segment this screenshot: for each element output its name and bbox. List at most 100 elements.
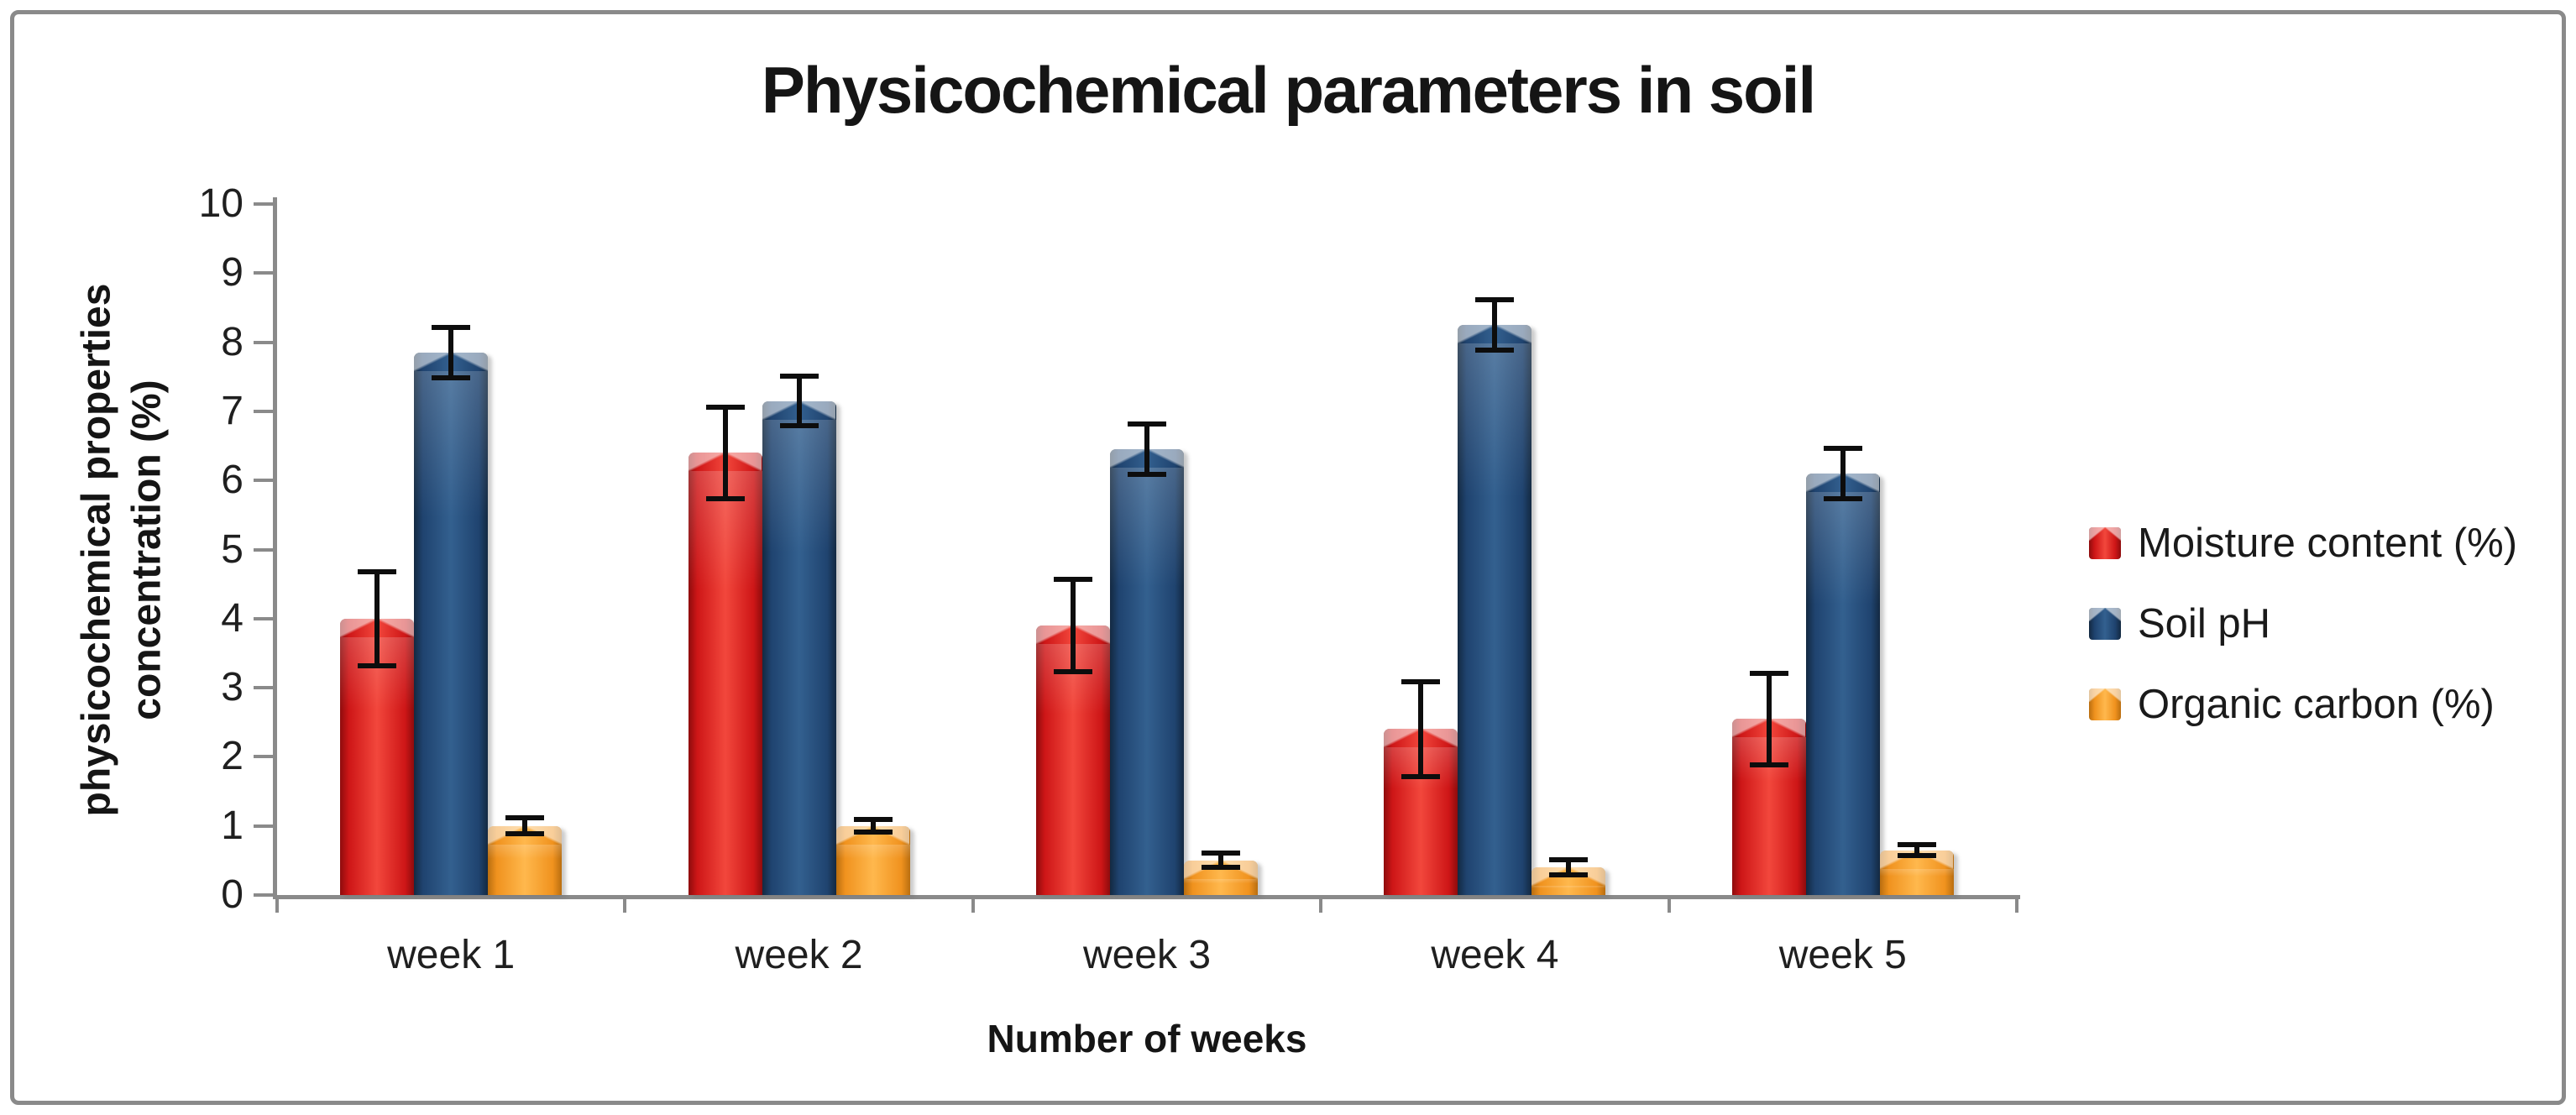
error-bar-cap-top [358, 568, 397, 574]
error-bar-cap-bottom [505, 831, 545, 837]
bar-group-week-4 [1321, 204, 1668, 895]
error-bar-cap-bottom [779, 423, 819, 429]
error-bar [505, 815, 545, 837]
error-bar-stem [448, 325, 454, 380]
x-axis-title: Number of weeks [987, 1017, 1307, 1060]
error-bar-stem [722, 404, 728, 501]
y-tick-label: 8 [221, 319, 243, 364]
y-tick-label: 6 [221, 458, 243, 503]
y-axis-tick [254, 479, 273, 483]
error-bar [1749, 670, 1788, 767]
legend-item: Organic carbon (%) [2089, 680, 2517, 729]
legend-label: Moisture content (%) [2138, 521, 2518, 566]
bar-Moisturecontent-week-5 [1731, 719, 1806, 895]
legend-item: Soil pH [2089, 599, 2517, 648]
bar-group-week-1 [277, 204, 625, 896]
error-bar [1897, 841, 1936, 859]
y-axis-tick [254, 547, 273, 552]
error-bar-cap-top [432, 325, 471, 331]
x-category-label: week 3 [1082, 933, 1212, 977]
error-bar-cap-top [1897, 841, 1936, 847]
error-bar [779, 373, 819, 429]
error-bar-cap-bottom [1053, 668, 1092, 674]
error-bar [358, 568, 397, 669]
error-bar-cap-top [853, 817, 893, 822]
legend-swatch-icon [2089, 527, 2121, 559]
error-bar-stem [1418, 679, 1424, 779]
error-bar-stem [522, 815, 528, 837]
y-tick-label: 0 [221, 872, 243, 917]
bar-group-week-2 [625, 204, 972, 896]
y-tick-label: 10 [198, 181, 243, 226]
error-bar [1053, 577, 1092, 674]
error-bar-cap-top [1475, 297, 1515, 303]
bar-Organiccarbon-week-2 [835, 825, 910, 896]
error-bar-stem [1840, 446, 1846, 501]
y-axis-tick [254, 893, 273, 897]
y-axis-tick [254, 409, 273, 413]
y-axis-tick [254, 340, 273, 344]
y-axis-tick [254, 202, 273, 206]
error-bar-cap-top [1749, 670, 1788, 676]
x-axis-boundary-tick [2015, 899, 2018, 913]
y-tick-label: 7 [221, 388, 243, 433]
error-bar-cap-top [1201, 851, 1240, 856]
error-bar-cap-bottom [1897, 853, 1936, 859]
x-axis-line [273, 895, 2020, 899]
error-bar-cap-top [1823, 446, 1862, 452]
error-bar [1549, 856, 1589, 878]
x-axis-boundary-tick [1667, 899, 1671, 913]
error-bar-stem [1217, 851, 1223, 871]
error-bar-cap-bottom [358, 663, 397, 669]
error-bar-stem [1566, 856, 1572, 878]
bar-SoilpH-week-1 [414, 352, 489, 896]
y-tick-label: 5 [221, 526, 243, 572]
y-tick-label: 9 [221, 250, 243, 296]
legend-item: Moisture content (%) [2089, 519, 2517, 568]
error-bar-stem [1766, 670, 1772, 767]
y-axis-tick [254, 271, 273, 275]
y-tick-label: 4 [221, 595, 243, 641]
y-axis-tick [254, 824, 273, 828]
error-bar [1823, 446, 1862, 501]
error-bar-cap-top [1401, 679, 1441, 685]
legend: Moisture content (%) Soil pH Organic carbo… [2089, 519, 2517, 761]
bar-SoilpH-week-5 [1805, 473, 1880, 896]
error-bar-cap-bottom [1127, 472, 1166, 478]
y-axis-tick [254, 686, 273, 690]
plot-area: 0 1 2 3 4 5 6 7 8 9 10 week 1 week 2 week 3 week 4 week… [199, 181, 2020, 977]
bar-Moisturecontent-week-1 [340, 618, 415, 896]
chart-title: Physicochemical parameters in soil [761, 53, 1816, 127]
x-axis-boundary-tick [623, 899, 627, 913]
error-bar-cap-top [505, 815, 545, 821]
legend-label: Organic carbon (%) [2138, 682, 2495, 727]
bar-SoilpH-week-2 [762, 400, 836, 896]
bar-SoilpH-week-4 [1458, 325, 1532, 895]
y-axis-tick [254, 755, 273, 759]
error-bar-cap-bottom [1823, 495, 1862, 501]
bar-Organiccarbon-week-5 [1879, 850, 1954, 896]
bar-group-week-3 [973, 204, 1321, 896]
error-bar-cap-bottom [432, 374, 471, 380]
error-bar-stem [1070, 577, 1076, 674]
y-axis-tick [254, 616, 273, 620]
error-bar-cap-top [779, 373, 819, 379]
x-category-label: week 5 [1778, 933, 1907, 977]
error-bar-cap-bottom [1401, 773, 1441, 779]
error-bar [432, 325, 471, 380]
y-axis-line [273, 197, 277, 895]
legend-swatch-icon [2089, 688, 2121, 720]
y-axis-title-line1: physicochemical properties [74, 283, 118, 817]
y-tick-label: 2 [221, 734, 243, 779]
error-bar [1401, 679, 1441, 779]
x-category-label: week 2 [735, 933, 863, 977]
error-bar-cap-top [1549, 856, 1589, 862]
bar-SoilpH-week-3 [1109, 449, 1184, 895]
error-bar-stem [796, 373, 802, 429]
x-axis-boundary-tick [1319, 899, 1323, 913]
x-category-label: week 4 [1431, 933, 1559, 977]
error-bar-cap-bottom [853, 830, 893, 835]
error-bar-cap-bottom [1201, 865, 1240, 871]
bar-Moisturecontent-week-2 [688, 453, 762, 895]
error-bar-stem [870, 817, 876, 835]
